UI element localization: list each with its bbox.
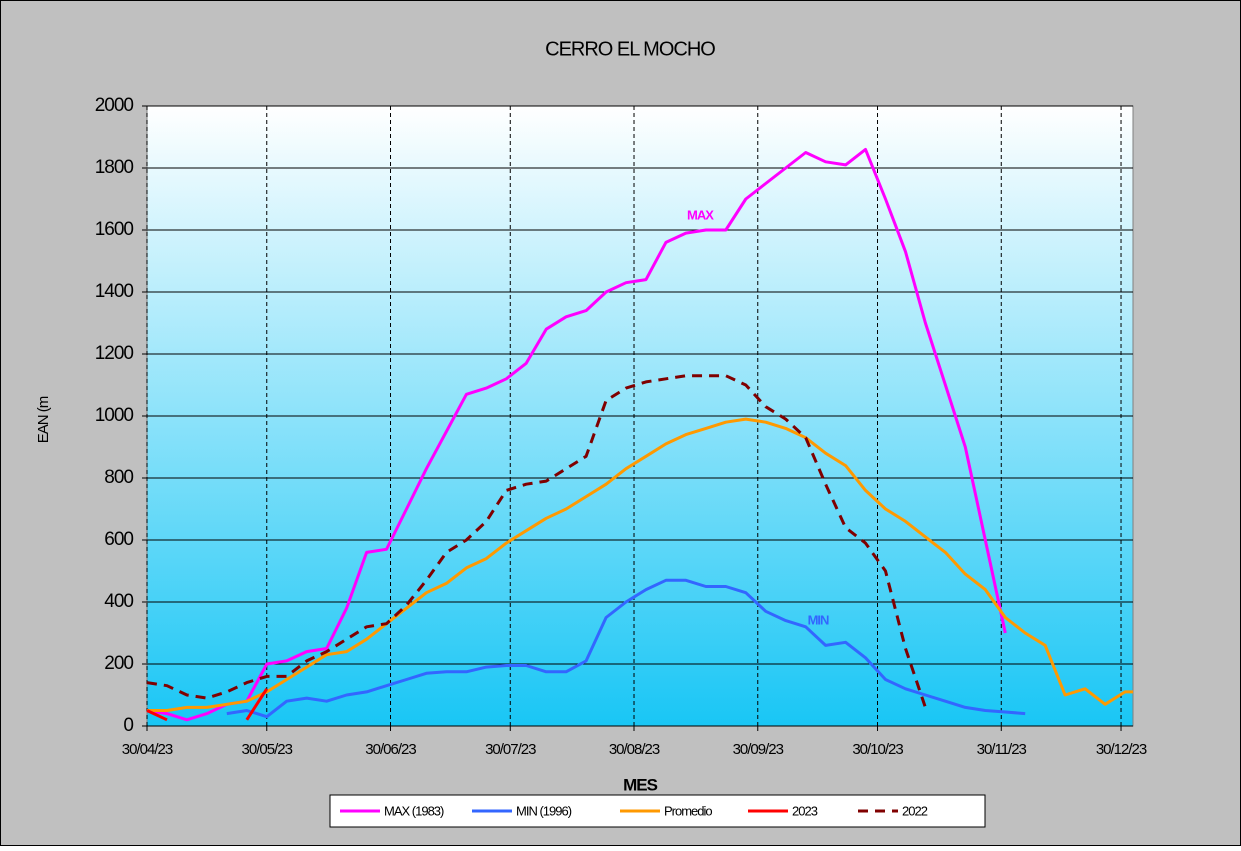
y-tick-label: 800 [104, 467, 133, 488]
legend-label: MAX (1983) [384, 803, 444, 818]
x-tick-label: 30/10/23 [852, 741, 903, 758]
y-tick-label: 1400 [95, 281, 134, 302]
y-tick-label: 400 [104, 591, 133, 612]
y-tick-label: 1800 [95, 157, 134, 178]
lines [146, 147, 1133, 722]
x-tick-label: 30/08/23 [609, 741, 660, 758]
y-tick-label: 1200 [95, 343, 134, 364]
series-line [146, 147, 1007, 722]
x-tick-label: 30/04/23 [122, 741, 173, 758]
series-line [146, 687, 269, 722]
legend-label: 2023 [792, 803, 818, 818]
legend-label: MIN (1996) [516, 803, 572, 818]
x-axis-label: MES [623, 775, 658, 794]
y-tick-label: 2000 [95, 95, 134, 116]
annotation: MIN [808, 612, 829, 627]
x-tick-label: 30/09/23 [733, 741, 784, 758]
y-axis-label: EAN (m [35, 396, 52, 443]
y-tick-label: 1000 [95, 405, 134, 426]
legend-label: Promedio [664, 803, 712, 818]
y-tick-label: 1600 [95, 219, 134, 240]
x-tick-label: 30/06/23 [365, 741, 416, 758]
series-line [226, 578, 1026, 719]
legend: MAX (1983) MIN (1996) Promedio 2023 2022 [340, 803, 929, 818]
chart-title: CERRO EL MOCHO [545, 38, 715, 60]
series-line [146, 374, 927, 708]
y-tick-label: 200 [104, 653, 133, 674]
x-tick-label: 30/07/23 [485, 741, 536, 758]
x-tick-label: 30/11/23 [977, 741, 1027, 758]
y-tick-label: 600 [104, 529, 133, 550]
x-tick-label: 30/12/23 [1096, 741, 1147, 758]
annotation: MAX [687, 207, 714, 222]
y-tick-label: 0 [123, 715, 133, 736]
series-line [147, 417, 1133, 712]
x-tick-label: 30/05/23 [242, 741, 293, 758]
legend-label: 2022 [902, 803, 928, 818]
